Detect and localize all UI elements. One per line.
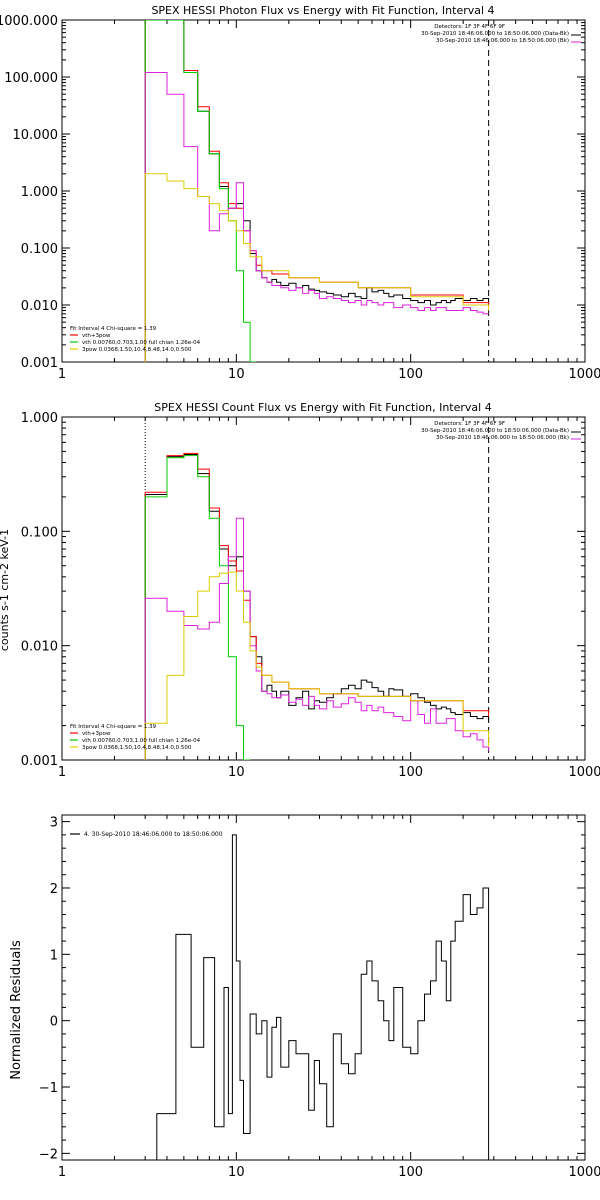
plot-frame xyxy=(61,416,586,761)
legend-label: vth+3pow xyxy=(82,333,111,339)
y-tick-label: 0.001 xyxy=(21,356,58,371)
legend-header: Fit Interval 4 Chi-square = 1.39 xyxy=(70,326,157,332)
y-tick-label: 0.010 xyxy=(21,299,58,314)
x-tick-label: 100 xyxy=(398,765,423,780)
x-tick-label: 1000 xyxy=(568,1165,600,1180)
plot-area: 1 10 100 1000 0.001 0.010 0.100 1.000 10.000 100.… xyxy=(0,14,600,382)
series-line-3 xyxy=(144,517,490,760)
series-line-1 xyxy=(144,452,490,760)
x-tick-label: 1 xyxy=(58,367,66,382)
series-line-1 xyxy=(144,20,490,362)
legend-label: vth 0.00760,0.703,1.00 full chian 1.26e-… xyxy=(82,340,201,346)
series-line-2 xyxy=(144,455,251,760)
y-axis-label: counts s-1 cm-2 keV-1 xyxy=(0,529,11,651)
x-tick-label: 10 xyxy=(228,1165,245,1180)
x-tick-label: 1000 xyxy=(568,765,600,780)
info-line: Detectors: 1F 3F 4F 6F 9F xyxy=(434,421,505,427)
y-tick-label: −2 xyxy=(39,1147,58,1162)
legend-label: 3pow 0.0368,1.50,10.4,8.48,14.0,0.500 xyxy=(82,745,192,751)
series-line-4 xyxy=(144,571,490,760)
x-tick-label: 100 xyxy=(398,1165,423,1180)
y-tick-label: 0.100 xyxy=(21,242,58,257)
y-tick-label: 0.100 xyxy=(21,525,58,540)
y-tick-label: 1.000 xyxy=(21,185,58,200)
residuals-chart: Normalized Residuals 1 10 100 1000 −2 −1 0 1 2 3 4… xyxy=(9,814,600,1180)
legend-label: vth 0.00760,0.703,1.00 full chian 1.26e-… xyxy=(82,738,201,744)
info-line: 30-Sep-2010 18:46:06.000 to 18:50:06.000… xyxy=(421,428,569,434)
y-tick-label: 0.010 xyxy=(21,640,58,655)
series-line-4 xyxy=(144,173,490,362)
chart-title: SPEX HESSI Count Flux vs Energy with Fit… xyxy=(154,401,491,414)
count-flux-chart: SPEX HESSI Count Flux vs Energy with Fit… xyxy=(0,401,600,780)
x-tick-label: 10 xyxy=(228,367,245,382)
plot-frame xyxy=(61,19,586,363)
y-axis-label: Normalized Residuals xyxy=(9,940,24,1080)
legend-label: 3pow 0.0368,1.50,10.4,8.48,14.0,0.500 xyxy=(82,347,192,353)
legend-label: vth+3pow xyxy=(82,731,111,737)
series-line-3 xyxy=(144,72,489,362)
y-tick-label: −1 xyxy=(39,1081,58,1096)
y-tick-label: 10.000 xyxy=(13,128,59,143)
photon-flux-chart: SPEX HESSI Photon Flux vs Energy with Fi… xyxy=(0,4,600,382)
y-tick-label: 100.000 xyxy=(4,71,58,86)
plot-frame xyxy=(61,814,586,1161)
legend-header: Fit Interval 4 Chi-square = 1.39 xyxy=(70,724,157,730)
chart-title: SPEX HESSI Photon Flux vs Energy with Fi… xyxy=(151,4,494,17)
plot-area: 1 10 100 1000 0.001 0.010 0.100 1.000 Detectors:… xyxy=(21,411,600,780)
info-line: 30-Sep-2010 18:46:06.000 to 18:50:06.000… xyxy=(436,435,569,441)
y-tick-label: 0 xyxy=(50,1015,58,1030)
series-line-2 xyxy=(144,20,257,362)
y-tick-label: 2 xyxy=(50,882,58,897)
x-tick-label: 1 xyxy=(58,1165,66,1180)
x-tick-label: 10 xyxy=(228,765,245,780)
series-line-0 xyxy=(144,20,490,362)
y-tick-label: 0.001 xyxy=(21,754,58,769)
x-tick-label: 1 xyxy=(58,765,66,780)
y-tick-label: 3 xyxy=(50,816,58,831)
info-line: 30-Sep-2010 18:46:06.000 to 18:50:06.000… xyxy=(421,31,569,37)
series-line-0 xyxy=(145,834,490,1160)
x-tick-label: 1000 xyxy=(568,367,600,382)
y-tick-label: 1 xyxy=(50,948,58,963)
legend-label: 4. 30-Sep-2010 18:46:06.000 to 18:50:06.… xyxy=(84,831,223,838)
y-tick-label: 1000.000 xyxy=(0,14,58,29)
info-line: Detectors: 1F 3F 4F 6F 9F xyxy=(434,24,505,30)
series-line-0 xyxy=(144,454,490,760)
y-tick-label: 1.000 xyxy=(21,411,58,426)
plot-area: 1 10 100 1000 −2 −1 0 1 2 3 4. 30-Sep-2010 18:46:0… xyxy=(39,814,600,1180)
info-line: 30-Sep-2010 18:46:06.000 to 18:50:06.000… xyxy=(436,38,569,44)
x-tick-label: 100 xyxy=(398,367,423,382)
